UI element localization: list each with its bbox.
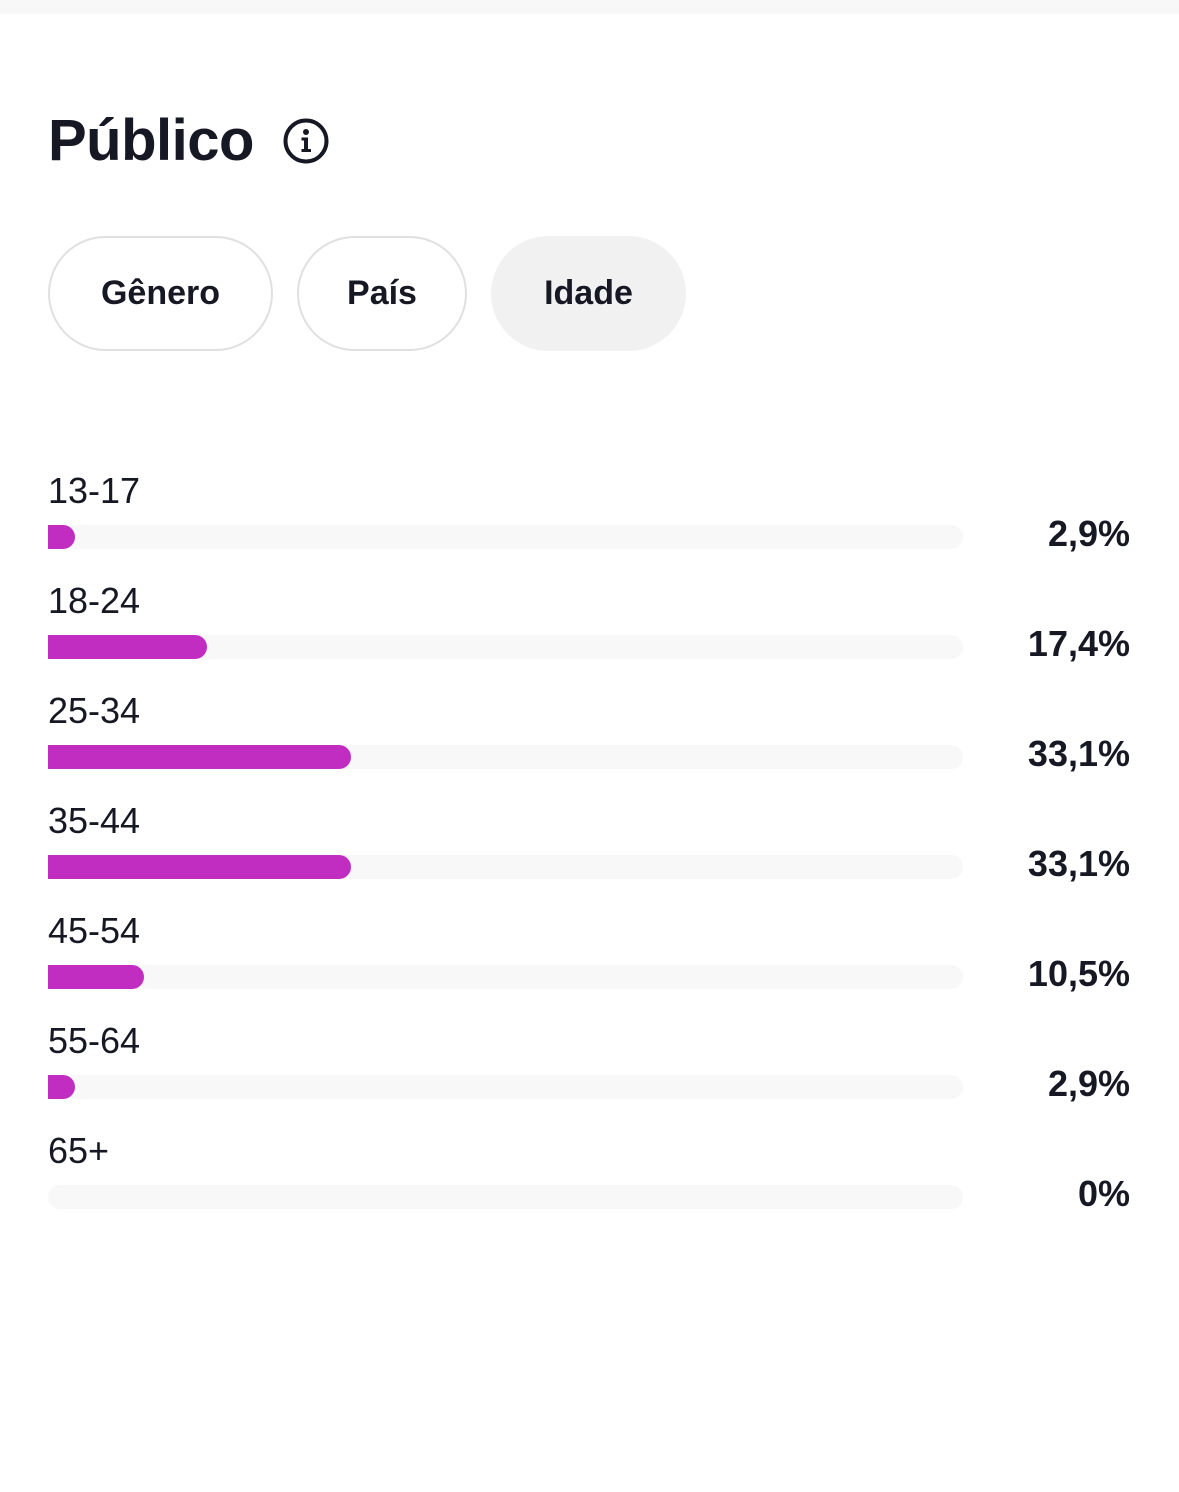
bar-track (48, 1185, 963, 1209)
age-row: 55-64 2,9% (48, 1016, 1130, 1126)
age-range-label: 25-34 (48, 690, 141, 731)
section-header: Público (48, 108, 330, 174)
bar-track (48, 1075, 963, 1099)
bar-fill (48, 635, 207, 659)
percentage-value: 0% (1077, 1173, 1130, 1214)
age-row: 25-34 33,1% (48, 686, 1130, 796)
percentage-value: 2,9% (1047, 513, 1130, 554)
bar-fill (48, 965, 144, 989)
bar-fill (48, 525, 75, 549)
age-range-label: 13-17 (48, 470, 141, 511)
percentage-value: 33,1% (1027, 733, 1130, 774)
percentage-value: 33,1% (1027, 843, 1130, 884)
bar-fill (48, 745, 351, 769)
tab-country[interactable]: País (297, 236, 467, 351)
percentage-value: 10,5% (1027, 953, 1130, 994)
bar-track (48, 965, 963, 989)
top-divider-strip (0, 0, 1179, 14)
audience-tabs: Gênero País Idade (48, 236, 686, 351)
tab-age[interactable]: Idade (491, 236, 686, 351)
age-range-label: 65+ (48, 1130, 110, 1171)
bar-track (48, 745, 963, 769)
bar-fill (48, 855, 351, 879)
tab-gender[interactable]: Gênero (48, 236, 273, 351)
age-row: 18-24 17,4% (48, 576, 1130, 686)
bar-track (48, 855, 963, 879)
age-range-label: 45-54 (48, 910, 141, 951)
page-title: Público (48, 108, 254, 173)
percentage-value: 2,9% (1047, 1063, 1130, 1104)
age-row: 35-44 33,1% (48, 796, 1130, 906)
age-range-label: 35-44 (48, 800, 141, 841)
bar-track (48, 525, 963, 549)
percentage-value: 17,4% (1027, 623, 1130, 664)
age-row: 13-17 2,9% (48, 466, 1130, 576)
age-range-label: 18-24 (48, 580, 141, 621)
age-row: 45-54 10,5% (48, 906, 1130, 1016)
age-row: 65+ 0% (48, 1126, 1130, 1236)
age-range-label: 55-64 (48, 1020, 141, 1061)
bar-track (48, 635, 963, 659)
bar-fill (48, 1075, 75, 1099)
age-distribution-chart: 13-17 2,9% 18-24 17,4% 25-34 33,1% 35-44 33,1% 4… (48, 466, 1130, 1236)
info-circle-icon[interactable] (282, 117, 330, 165)
